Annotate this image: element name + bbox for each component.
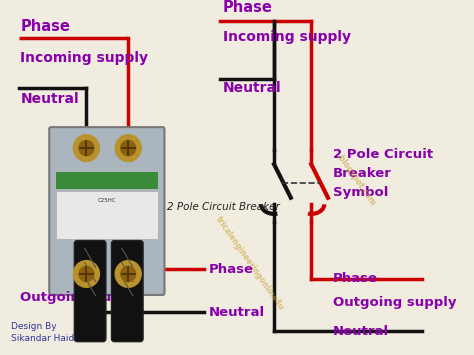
Text: Phase: Phase: [209, 263, 254, 276]
Text: 2 Pole Circuit Breaker: 2 Pole Circuit Breaker: [167, 202, 280, 212]
Circle shape: [79, 141, 94, 156]
Text: http://e: http://e: [74, 309, 100, 341]
Text: Neutral: Neutral: [223, 81, 282, 95]
Circle shape: [73, 261, 100, 287]
Text: 2 Pole Circuit
Breaker
Symbol: 2 Pole Circuit Breaker Symbol: [333, 148, 433, 200]
Text: Phase: Phase: [20, 19, 70, 34]
Text: Outgoing supply: Outgoing supply: [333, 296, 456, 309]
Bar: [56, 172, 158, 189]
Text: Neutral: Neutral: [333, 325, 389, 338]
Text: Design By
Sikandar Haidar: Design By Sikandar Haidar: [11, 322, 83, 343]
Circle shape: [121, 141, 136, 156]
Text: .blogspot.com: .blogspot.com: [335, 152, 377, 207]
Circle shape: [73, 135, 100, 162]
Bar: [56, 191, 158, 239]
Text: Incoming supply: Incoming supply: [223, 30, 351, 44]
Circle shape: [115, 135, 141, 162]
Text: Incoming supply: Incoming supply: [20, 51, 148, 65]
Text: tricalengineeringonline4u: tricalengineeringonline4u: [214, 215, 285, 312]
Text: Phase: Phase: [223, 0, 273, 15]
FancyBboxPatch shape: [74, 241, 106, 342]
Text: Neutral: Neutral: [209, 306, 265, 318]
Circle shape: [79, 266, 94, 282]
Text: Neutral: Neutral: [20, 92, 79, 106]
FancyBboxPatch shape: [111, 241, 143, 342]
Text: Phase: Phase: [333, 272, 378, 285]
Circle shape: [115, 261, 141, 287]
Text: Outgoing supply: Outgoing supply: [20, 291, 144, 304]
Text: C25HC: C25HC: [98, 198, 116, 203]
Circle shape: [121, 266, 136, 282]
FancyBboxPatch shape: [49, 127, 164, 295]
